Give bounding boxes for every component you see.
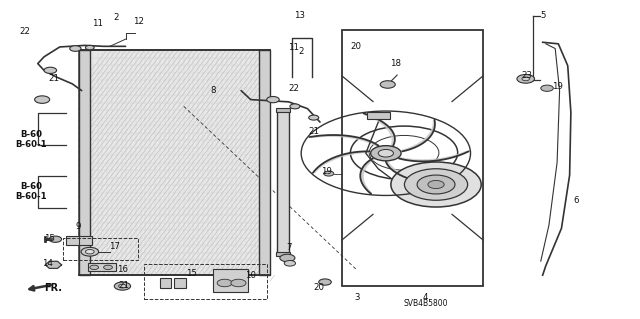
Text: 20: 20 [313, 283, 324, 292]
Text: 16: 16 [117, 265, 128, 274]
Bar [175, 278, 186, 288]
Circle shape [85, 45, 94, 50]
Circle shape [324, 171, 334, 176]
Bar [342, 30, 483, 286]
Text: 19: 19 [321, 167, 332, 176]
Bar [79, 236, 92, 246]
Circle shape [280, 254, 295, 262]
Polygon shape [400, 121, 434, 152]
Text: 9: 9 [76, 222, 81, 231]
Circle shape [517, 74, 534, 83]
Circle shape [267, 96, 279, 103]
Circle shape [378, 149, 394, 157]
Bar [276, 252, 290, 256]
Bar [277, 109, 289, 253]
Text: 13: 13 [294, 11, 305, 20]
Polygon shape [361, 158, 375, 193]
Text: 21: 21 [308, 128, 319, 137]
Circle shape [380, 81, 396, 88]
Text: 11: 11 [92, 19, 103, 28]
Circle shape [90, 265, 99, 270]
Circle shape [290, 104, 300, 109]
Bar [213, 269, 248, 292]
Bar [160, 278, 172, 288]
Circle shape [541, 85, 554, 91]
Circle shape [70, 46, 81, 51]
Bar [66, 236, 80, 246]
Circle shape [217, 279, 232, 287]
Text: 22: 22 [288, 84, 299, 93]
Text: 4: 4 [422, 293, 428, 301]
Bar [145, 264, 267, 299]
Polygon shape [386, 161, 440, 184]
Text: 21: 21 [48, 74, 59, 83]
Bar [367, 112, 390, 120]
Polygon shape [45, 261, 61, 268]
Text: 2: 2 [113, 13, 119, 22]
Text: 15: 15 [44, 234, 54, 243]
Text: 20: 20 [350, 42, 361, 51]
Text: B-60: B-60 [20, 182, 42, 190]
Text: 2: 2 [298, 47, 304, 56]
Circle shape [231, 279, 246, 287]
Text: SVB4B5800: SVB4B5800 [403, 299, 447, 308]
Circle shape [85, 249, 94, 254]
Text: 15: 15 [186, 269, 197, 278]
Text: 8: 8 [211, 86, 216, 95]
Bar [63, 238, 138, 260]
Circle shape [428, 181, 444, 189]
Circle shape [404, 169, 468, 200]
Polygon shape [398, 151, 467, 161]
Circle shape [104, 265, 113, 270]
Circle shape [81, 247, 99, 256]
Bar [79, 50, 90, 275]
Circle shape [417, 175, 455, 194]
Text: B-60-1: B-60-1 [15, 140, 47, 149]
Bar [88, 263, 116, 271]
Text: 12: 12 [132, 18, 143, 26]
Text: B-60-1: B-60-1 [15, 192, 47, 201]
Circle shape [118, 284, 126, 288]
Circle shape [49, 236, 61, 242]
Circle shape [35, 96, 50, 103]
Text: 21: 21 [119, 281, 130, 290]
Text: 23: 23 [522, 70, 532, 80]
Circle shape [308, 115, 319, 120]
Bar [276, 108, 290, 112]
Text: 11: 11 [287, 43, 298, 52]
Polygon shape [314, 152, 371, 173]
Text: 3: 3 [355, 293, 360, 301]
Circle shape [371, 146, 401, 161]
Polygon shape [311, 136, 380, 147]
Text: 6: 6 [573, 196, 579, 205]
Circle shape [284, 261, 296, 266]
Text: 14: 14 [42, 259, 52, 268]
Text: 5: 5 [540, 11, 545, 20]
Text: B-60: B-60 [20, 130, 42, 139]
Text: 17: 17 [109, 242, 120, 251]
Text: 19: 19 [552, 82, 563, 91]
Text: 10: 10 [246, 271, 257, 280]
Bar [79, 50, 270, 275]
Circle shape [391, 162, 481, 207]
Text: FR.: FR. [44, 283, 62, 293]
Text: 7: 7 [286, 243, 291, 252]
Bar [259, 50, 270, 275]
Circle shape [115, 282, 131, 290]
Circle shape [44, 67, 56, 73]
Circle shape [319, 279, 332, 285]
Polygon shape [364, 114, 394, 146]
Text: 18: 18 [390, 59, 401, 68]
Circle shape [522, 77, 529, 81]
Text: 22: 22 [20, 27, 31, 36]
